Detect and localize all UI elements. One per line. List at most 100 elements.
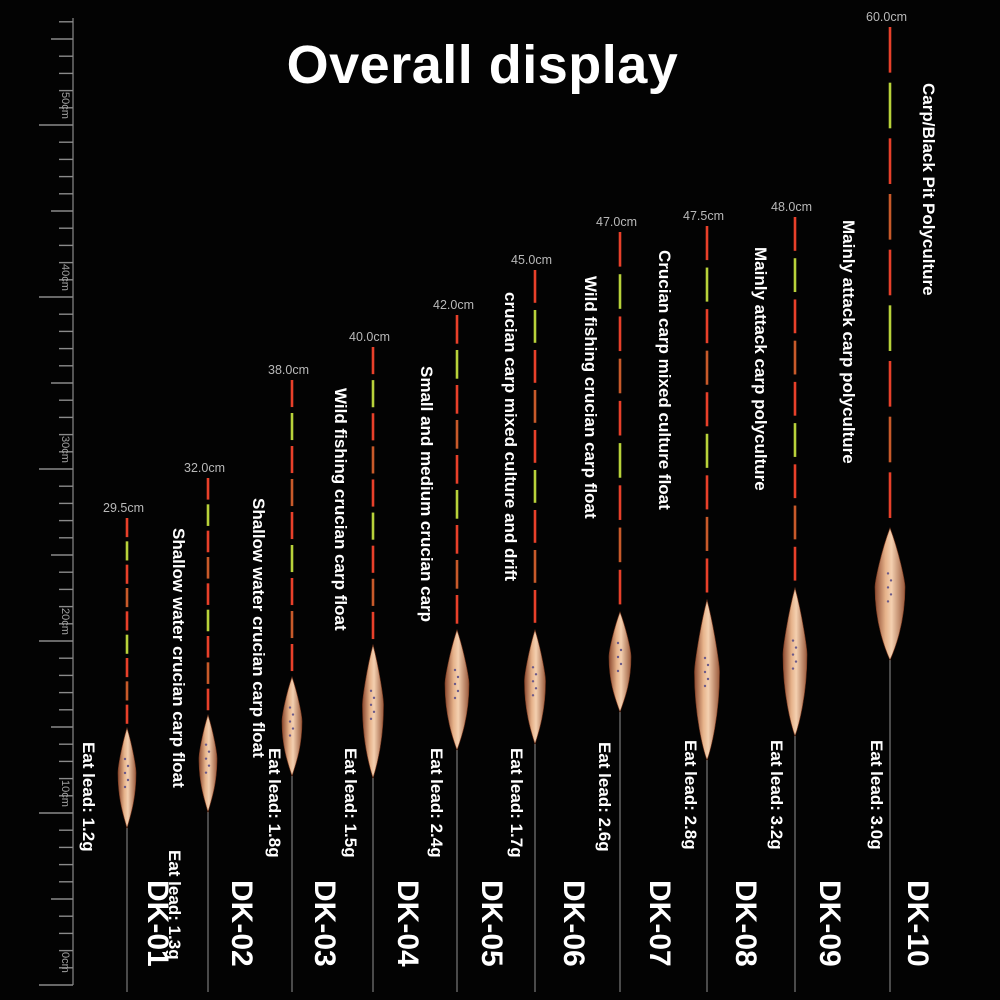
float-body-dot [453, 696, 457, 700]
float-length-label: 60.0cm [866, 10, 907, 24]
float-body-dot [126, 764, 130, 768]
float-dk-10 [874, 27, 906, 992]
float-lead-weight: Eat lead: 3.0g [867, 740, 886, 850]
float-length-label: 47.0cm [596, 215, 637, 229]
ruler-label: 40cm [59, 264, 71, 291]
float-body [281, 676, 303, 778]
float-lead-weight: Eat lead: 1.2g [79, 742, 98, 852]
float-body-dot [291, 727, 295, 730]
ruler-label: 30cm [59, 436, 71, 463]
float-body-dot [372, 710, 376, 714]
float-description: Mainly attack carp polyculture [839, 220, 858, 464]
float-body-dot [453, 682, 457, 686]
float-body-dot [288, 734, 292, 737]
float-body-dot [123, 771, 127, 775]
float-body-dot [619, 648, 623, 652]
float-body-dot [703, 670, 707, 674]
float-model-label: DK-06 [557, 880, 590, 967]
float-lead-weight: Eat lead: 1.5g [341, 748, 360, 858]
float-body-dot [616, 669, 620, 673]
float-lead-weight: Eat lead: 3.2g [767, 740, 786, 850]
float-length-label: 38.0cm [268, 363, 309, 377]
float-model-label: DK-07 [643, 880, 676, 967]
ruler-label: 50cm [59, 92, 71, 119]
float-description: Shallow water crucian carp float [169, 528, 188, 788]
float-body [444, 629, 470, 751]
float-body-dot [204, 771, 208, 774]
float-body-dot [791, 667, 795, 670]
float-length-label: 32.0cm [184, 461, 225, 475]
float-body [117, 726, 137, 830]
ruler-label: 20cm [59, 608, 71, 635]
float-dk-09 [782, 217, 808, 992]
float-body-dot [791, 639, 795, 642]
float-body-dot [791, 653, 795, 656]
float-body-dot [531, 680, 535, 683]
float-description: Wild fishing crucian carp float [331, 388, 350, 631]
float-model-label: DK-08 [729, 880, 762, 967]
float-description: Carp/Black Pit Polyculture [919, 83, 938, 296]
float-body-dot [369, 689, 373, 693]
float-body-dot [706, 663, 710, 667]
ruler-label: 0cm [59, 952, 71, 973]
float-body-dot [369, 717, 373, 721]
float-length-label: 40.0cm [349, 330, 390, 344]
measuring-ruler [39, 18, 74, 986]
float-body [524, 628, 546, 745]
float-length-label: 47.5cm [683, 209, 724, 223]
float-dk-01 [117, 518, 137, 992]
float-dk-05 [444, 315, 470, 992]
ruler-label: 10cm [59, 780, 71, 807]
float-model-label: DK-02 [225, 880, 258, 967]
float-lead-weight: Eat lead: 2.8g [681, 740, 700, 850]
float-body-dot [204, 757, 208, 760]
float-body-dot [456, 689, 460, 693]
float-body-dot [889, 593, 893, 596]
float-body-dot [207, 764, 211, 767]
float-body-dot [372, 696, 376, 700]
float-description: Crucian carp mixed culture float [655, 250, 674, 510]
float-body-dot [706, 677, 710, 681]
float-body-dot [703, 656, 707, 660]
float-body-dot [207, 750, 211, 753]
float-body-dot [616, 655, 620, 659]
float-model-label: DK-04 [391, 880, 424, 967]
float-body [198, 713, 218, 814]
float-description: crucian carp mixed culture and drift [501, 292, 520, 582]
float-dk-03 [281, 380, 303, 992]
float-body-dot [369, 703, 373, 707]
float-dk-07 [608, 232, 632, 992]
float-body-dot [889, 579, 893, 582]
float-lead-weight: Eat lead: 1.3g [165, 850, 184, 960]
float-body-dot [126, 778, 130, 782]
float-description: Small and medium crucian carp [417, 366, 436, 623]
float-body-dot [123, 757, 127, 761]
float-body-dot [534, 687, 538, 690]
float-body [608, 611, 632, 713]
float-body-dot [619, 662, 623, 666]
float-body-dot [123, 785, 127, 789]
float-model-label: DK-09 [813, 880, 846, 967]
float-body-dot [794, 646, 798, 649]
float-body-dot [886, 600, 890, 603]
float-dk-06 [524, 270, 546, 992]
float-body-dot [534, 673, 538, 676]
float-body-dot [453, 668, 457, 672]
float-body-dot [531, 666, 535, 669]
float-dk-08 [694, 226, 720, 992]
float-length-label: 45.0cm [511, 253, 552, 267]
float-body-dot [288, 720, 292, 723]
float-body-dot [886, 572, 890, 575]
float-description: Mainly attack carp polyculture [751, 247, 770, 491]
float-body-dot [886, 586, 890, 589]
float-model-label: DK-03 [308, 880, 341, 967]
page-title: Overall display [286, 35, 679, 95]
float-body-dot [288, 706, 292, 709]
float-lead-weight: Eat lead: 2.6g [595, 742, 614, 852]
float-model-label: DK-10 [901, 880, 934, 967]
float-body-dot [616, 641, 620, 645]
float-body [694, 598, 720, 761]
float-body-dot [794, 660, 798, 663]
float-body-dot [204, 743, 208, 746]
